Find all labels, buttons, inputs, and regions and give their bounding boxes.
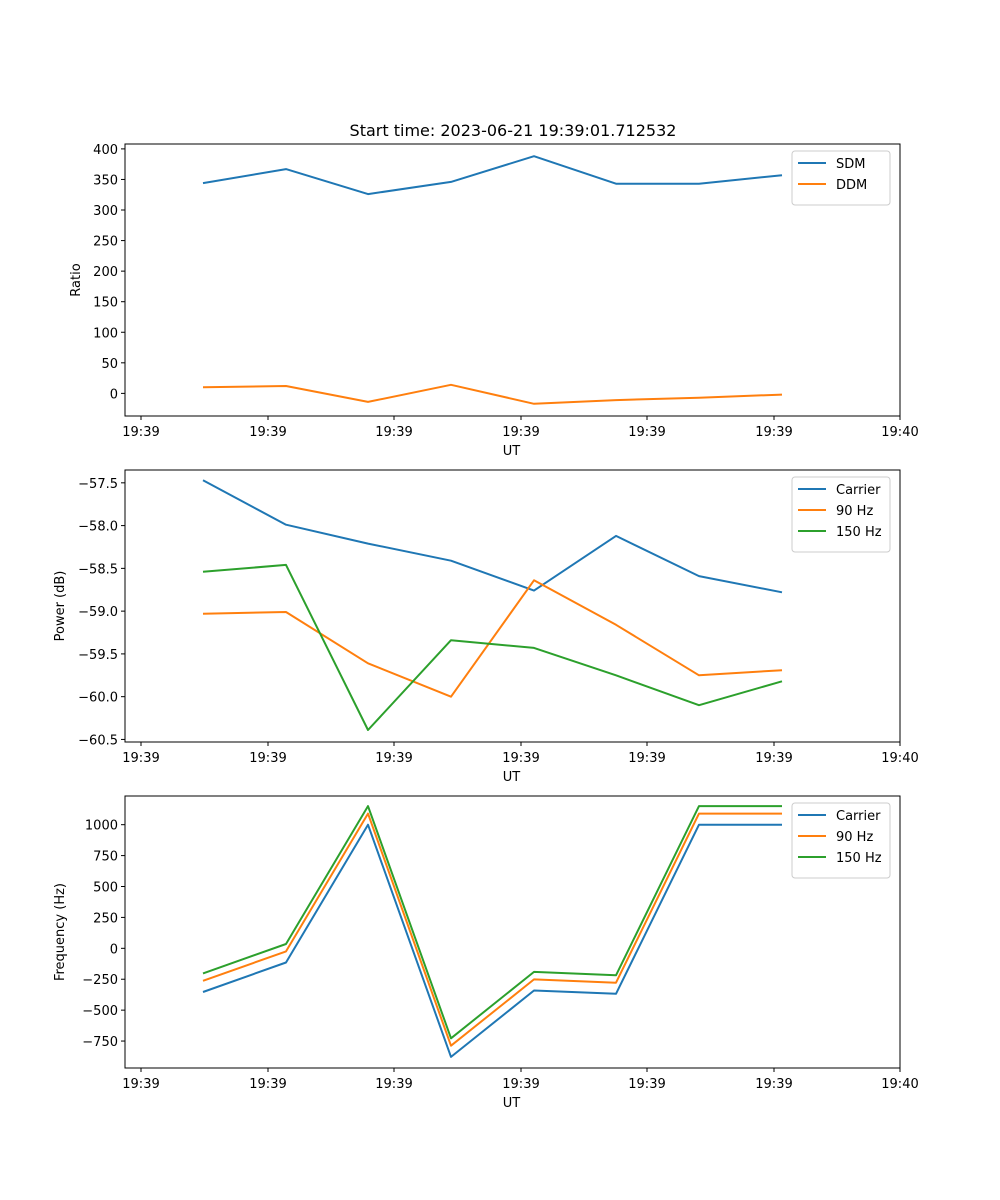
power-y-tick-label: −58.0 bbox=[78, 520, 118, 535]
frequency-y-tick-label: −500 bbox=[82, 1004, 118, 1019]
ratio-x-tick-label: 19:39 bbox=[502, 425, 539, 440]
power-panel: 19:39 19:39 19:39 19:39 19:39 19:39 19:40 −60.5… bbox=[53, 469, 919, 785]
power-series-150-hz-line bbox=[202, 563, 783, 731]
ratio-y-tick-label: 200 bbox=[93, 265, 118, 280]
power-legend-label: 90 Hz bbox=[836, 504, 873, 519]
power-y-axis-label: Power (dB) bbox=[53, 571, 68, 642]
power-y-tick-label: −60.5 bbox=[78, 733, 118, 748]
frequency-x-tick-label: 19:39 bbox=[249, 1077, 286, 1092]
ratio-y-tick-label: 350 bbox=[93, 173, 118, 188]
frequency-x-tick-label: 19:39 bbox=[122, 1077, 159, 1092]
frequency-y-tick-label: 0 bbox=[110, 942, 118, 957]
power-y-tick-label: −59.0 bbox=[78, 605, 118, 620]
frequency-x-tick-label: 19:39 bbox=[755, 1077, 792, 1092]
frequency-y-tick-label: 250 bbox=[93, 911, 118, 926]
power-x-tick-label: 19:39 bbox=[628, 751, 665, 766]
frequency-series-90-hz-line bbox=[202, 812, 782, 1047]
ratio-x-axis-label: UT bbox=[503, 444, 521, 459]
frequency-y-tick-label: 1000 bbox=[85, 819, 118, 834]
ratio-y-tick-label: 150 bbox=[93, 296, 118, 311]
power-legend-box bbox=[791, 476, 891, 553]
ratio-y-axis-label: Ratio bbox=[69, 263, 84, 296]
power-x-tick-label: 19:40 bbox=[881, 751, 918, 766]
power-x-tick-label: 19:39 bbox=[502, 751, 539, 766]
ratio-x-tick-label: 19:39 bbox=[375, 425, 412, 440]
power-legend-label: Carrier bbox=[836, 483, 881, 498]
ratio-x-tick-label: 19:39 bbox=[122, 425, 159, 440]
frequency-x-tick-label: 19:39 bbox=[375, 1077, 412, 1092]
power-y-tick-label: −59.5 bbox=[78, 648, 118, 663]
power-y-tick-label: −57.5 bbox=[78, 477, 118, 492]
frequency-series-carrier-line bbox=[202, 823, 782, 1058]
frequency-legend-label: Carrier bbox=[836, 809, 881, 824]
ratio-legend-label: DDM bbox=[836, 178, 867, 193]
frequency-x-axis-label: UT bbox=[503, 1096, 521, 1111]
ratio-x-tick-label: 19:39 bbox=[249, 425, 286, 440]
ratio-y-tick-label: 400 bbox=[93, 143, 118, 158]
power-series-90-hz-line bbox=[202, 579, 783, 698]
ratio-axes-frame bbox=[124, 143, 901, 417]
ratio-legend-box bbox=[791, 150, 891, 206]
frequency-x-tick-label: 19:40 bbox=[881, 1077, 918, 1092]
power-series-carrier-line bbox=[202, 479, 783, 594]
power-x-tick-label: 19:39 bbox=[249, 751, 286, 766]
ratio-y-tick-label: 100 bbox=[93, 326, 118, 341]
frequency-y-tick-label: 500 bbox=[93, 881, 118, 896]
ratio-series-ddm-line bbox=[202, 383, 783, 405]
ratio-series-sdm-line bbox=[202, 155, 783, 196]
frequency-legend-label: 90 Hz bbox=[836, 830, 873, 845]
power-y-tick-label: −58.5 bbox=[78, 562, 118, 577]
ratio-x-tick-label: 19:39 bbox=[628, 425, 665, 440]
frequency-x-tick-label: 19:39 bbox=[502, 1077, 539, 1092]
power-legend-label: 150 Hz bbox=[836, 525, 882, 540]
ratio-x-tick-label: 19:39 bbox=[755, 425, 792, 440]
frequency-y-tick-label: −750 bbox=[82, 1035, 118, 1050]
frequency-axes-frame bbox=[124, 795, 901, 1069]
ratio-y-tick-label: 250 bbox=[93, 235, 118, 250]
ratio-y-tick-label: 300 bbox=[93, 204, 118, 219]
ratio-x-tick-label: 19:40 bbox=[881, 425, 918, 440]
power-x-tick-label: 19:39 bbox=[122, 751, 159, 766]
frequency-y-axis-label: Frequency (Hz) bbox=[53, 883, 68, 981]
frequency-legend-label: 150 Hz bbox=[836, 851, 882, 866]
figure-title: Start time: 2023-06-21 19:39:01.712532 bbox=[350, 121, 677, 140]
power-x-tick-label: 19:39 bbox=[755, 751, 792, 766]
ratio-y-tick-label: 0 bbox=[110, 387, 118, 402]
power-axes-frame bbox=[124, 469, 901, 743]
frequency-series-150-hz-line bbox=[202, 805, 782, 1040]
ratio-legend-label: SDM bbox=[836, 157, 865, 172]
power-y-tick-label: −60.0 bbox=[78, 691, 118, 706]
frequency-legend-box bbox=[791, 802, 891, 879]
ratio-panel: 19:39 19:39 19:39 19:39 19:39 19:39 19:40 0 50 10… bbox=[69, 143, 919, 459]
ratio-y-tick-label: 50 bbox=[101, 357, 118, 372]
frequency-y-tick-label: −250 bbox=[82, 973, 118, 988]
power-x-tick-label: 19:39 bbox=[375, 751, 412, 766]
power-x-axis-label: UT bbox=[503, 770, 521, 785]
frequency-panel: 19:39 19:39 19:39 19:39 19:39 19:39 19:40 −750 −… bbox=[53, 795, 919, 1111]
frequency-y-tick-label: 750 bbox=[93, 850, 118, 865]
frequency-x-tick-label: 19:39 bbox=[628, 1077, 665, 1092]
